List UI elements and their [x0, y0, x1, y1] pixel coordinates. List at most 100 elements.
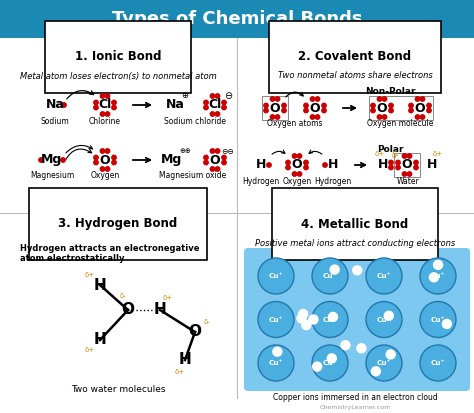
Circle shape: [304, 160, 308, 165]
Circle shape: [323, 163, 327, 167]
Circle shape: [330, 265, 339, 274]
Circle shape: [377, 97, 382, 101]
Circle shape: [402, 154, 407, 158]
Circle shape: [371, 108, 375, 113]
Circle shape: [366, 345, 402, 381]
Text: 3. Hydrogen Bond: 3. Hydrogen Bond: [58, 218, 178, 230]
Circle shape: [299, 309, 308, 318]
Text: δ+: δ+: [433, 151, 443, 157]
Circle shape: [112, 100, 116, 105]
Text: Cu⁺: Cu⁺: [323, 316, 337, 323]
Circle shape: [396, 160, 400, 165]
Text: δ+: δ+: [85, 347, 95, 353]
Circle shape: [377, 115, 382, 119]
Circle shape: [427, 103, 431, 108]
Circle shape: [415, 97, 419, 101]
Circle shape: [409, 108, 413, 113]
Circle shape: [273, 347, 282, 356]
Text: δ-: δ-: [119, 293, 127, 299]
Circle shape: [420, 97, 425, 101]
Circle shape: [407, 172, 412, 176]
Circle shape: [204, 155, 208, 160]
Text: O: O: [100, 154, 110, 166]
Text: ⊕: ⊕: [182, 92, 189, 100]
Circle shape: [270, 97, 275, 101]
Text: Copper ions immersed in an electron cloud: Copper ions immersed in an electron clou…: [273, 394, 438, 403]
Circle shape: [297, 314, 306, 323]
Text: Two nonmetal atoms share electrons: Two nonmetal atoms share electrons: [278, 71, 432, 81]
Circle shape: [258, 301, 294, 337]
Text: Cu⁺: Cu⁺: [431, 273, 445, 279]
Text: δ+: δ+: [85, 272, 95, 278]
Text: Positive metal ions attract conducting electrons: Positive metal ions attract conducting e…: [255, 240, 455, 249]
Circle shape: [94, 160, 98, 165]
Circle shape: [372, 367, 381, 376]
Circle shape: [420, 115, 425, 119]
Text: 2. Covalent Bond: 2. Covalent Bond: [299, 50, 411, 64]
Circle shape: [420, 345, 456, 381]
Circle shape: [105, 112, 109, 116]
Text: Mg: Mg: [161, 154, 182, 166]
Text: Magnesium oxide: Magnesium oxide: [159, 171, 227, 180]
Circle shape: [309, 315, 318, 324]
Text: Metal atom loses electron(s) to nonmetal atom: Metal atom loses electron(s) to nonmetal…: [19, 71, 216, 81]
Circle shape: [215, 112, 220, 116]
Text: O: O: [270, 102, 280, 114]
Circle shape: [94, 105, 98, 110]
Circle shape: [371, 103, 375, 108]
Circle shape: [62, 103, 66, 107]
Circle shape: [389, 103, 393, 108]
Text: O: O: [415, 102, 425, 114]
Circle shape: [210, 112, 215, 116]
Circle shape: [100, 149, 105, 153]
Circle shape: [112, 155, 116, 160]
Circle shape: [310, 97, 315, 101]
Text: O: O: [210, 154, 220, 166]
Circle shape: [383, 97, 387, 101]
Text: O: O: [292, 159, 302, 171]
Text: Mg: Mg: [41, 154, 63, 166]
Text: Cu⁺: Cu⁺: [269, 316, 283, 323]
Text: δ+: δ+: [175, 369, 185, 375]
Circle shape: [304, 103, 308, 108]
Circle shape: [312, 345, 348, 381]
Circle shape: [386, 350, 395, 359]
Circle shape: [429, 273, 438, 282]
Text: O: O: [121, 302, 135, 318]
Circle shape: [105, 94, 109, 98]
Circle shape: [222, 100, 226, 105]
Text: H: H: [256, 159, 266, 171]
Circle shape: [105, 149, 109, 153]
Circle shape: [389, 165, 393, 170]
Circle shape: [366, 301, 402, 337]
Text: Cl: Cl: [209, 98, 222, 112]
Text: Cu⁺: Cu⁺: [269, 360, 283, 366]
Circle shape: [112, 105, 116, 110]
Circle shape: [100, 112, 105, 116]
Circle shape: [204, 105, 208, 110]
Circle shape: [210, 149, 215, 153]
Circle shape: [341, 341, 350, 350]
Circle shape: [315, 115, 319, 119]
Circle shape: [304, 165, 308, 170]
Text: Magnesium: Magnesium: [30, 171, 74, 180]
Circle shape: [322, 103, 326, 108]
Circle shape: [39, 158, 43, 162]
Text: O: O: [377, 102, 387, 114]
Circle shape: [415, 115, 419, 119]
Circle shape: [389, 160, 393, 165]
Circle shape: [383, 115, 387, 119]
Circle shape: [94, 100, 98, 105]
Circle shape: [100, 167, 105, 171]
Circle shape: [292, 154, 297, 158]
Circle shape: [420, 301, 456, 337]
Text: O: O: [401, 159, 412, 171]
Text: δ+: δ+: [163, 295, 173, 301]
Circle shape: [402, 172, 407, 176]
Circle shape: [384, 311, 393, 320]
Circle shape: [222, 155, 226, 160]
Text: Cu⁺: Cu⁺: [377, 360, 391, 366]
Text: Water: Water: [397, 176, 419, 185]
Text: ⊖: ⊖: [224, 91, 232, 101]
Circle shape: [414, 165, 418, 170]
